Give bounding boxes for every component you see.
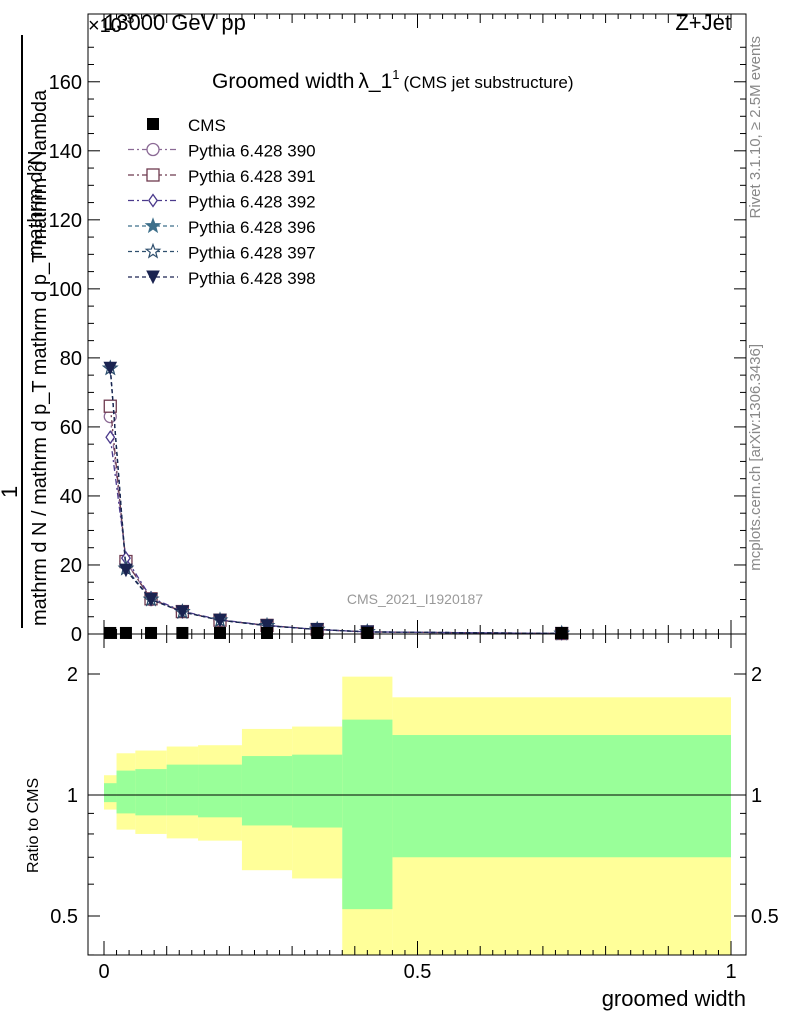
legend-marker bbox=[144, 217, 162, 234]
green-band bbox=[116, 770, 136, 814]
cms-point bbox=[213, 626, 226, 639]
ratio-ytick-label: 2 bbox=[67, 664, 78, 686]
series-point-5 bbox=[144, 592, 158, 607]
ytick-label: 80 bbox=[60, 348, 82, 370]
exponent-power: -3 bbox=[122, 10, 135, 26]
series-point-5 bbox=[119, 563, 133, 578]
mcplots-label: mcplots.cern.ch [arXiv:1306.3436] bbox=[747, 344, 764, 571]
legend-label: Pythia 6.428 398 bbox=[188, 269, 316, 288]
legend-label: Pythia 6.428 392 bbox=[188, 193, 316, 212]
legend-cms-label: CMS bbox=[188, 116, 226, 135]
cms-point bbox=[119, 626, 132, 639]
ylabel-denominator: mathrm d N / mathrm d p_T mathrm d p_T m… bbox=[29, 89, 51, 626]
cms-point bbox=[104, 626, 117, 639]
green-band bbox=[198, 764, 242, 818]
cms-point bbox=[261, 627, 274, 639]
ytick-label: 0 bbox=[71, 624, 82, 646]
ylabel-numerator: mathrm d²N bbox=[25, 150, 47, 256]
cms-point bbox=[361, 627, 374, 639]
series-point-2 bbox=[105, 430, 116, 445]
exponent-base: ×10 bbox=[88, 15, 122, 37]
legend-label: Pythia 6.428 396 bbox=[188, 218, 316, 237]
green-band bbox=[135, 769, 167, 816]
legend-marker bbox=[148, 193, 158, 208]
legend-cms-marker bbox=[147, 118, 159, 130]
series-line-0 bbox=[109, 416, 562, 635]
ratio-plot: 0.5 0.5 1 1 2 2 0 0.5 1 bbox=[50, 633, 779, 983]
xtick-label: 0.5 bbox=[404, 961, 432, 983]
ytick-label: 100 bbox=[49, 279, 82, 301]
series-point-5 bbox=[175, 605, 190, 620]
series-line-5 bbox=[109, 368, 562, 635]
main-ylabel: mathrm d²N 1 mathrm d N / mathrm d p_T m… bbox=[0, 35, 51, 628]
main-frame bbox=[87, 13, 747, 635]
ratio-ytick-label: 0.5 bbox=[50, 906, 78, 928]
ytick-label: 40 bbox=[60, 486, 82, 508]
ytick-label: 120 bbox=[49, 210, 82, 232]
legend-label: Pythia 6.428 390 bbox=[188, 142, 316, 161]
legend-marker bbox=[146, 168, 160, 182]
legend-marker bbox=[146, 270, 160, 285]
series-line-4 bbox=[109, 368, 562, 635]
ytick-label: 20 bbox=[60, 555, 82, 577]
cms-point bbox=[555, 627, 568, 639]
watermark: CMS_2021_I1920187 bbox=[347, 591, 483, 607]
title-text: Groomed width bbox=[212, 70, 354, 93]
ytick-label: 160 bbox=[49, 72, 82, 94]
ratio-ytick-label-right: 2 bbox=[751, 664, 762, 686]
legend-marker bbox=[144, 242, 162, 259]
ratio-ytick-label: 1 bbox=[67, 785, 78, 807]
legend: CMS Pythia 6.428 390 Pythia 6.428 391 Pythi… bbox=[128, 116, 316, 288]
green-band bbox=[166, 764, 199, 816]
series-line-1 bbox=[109, 406, 562, 635]
xaxis-label: groomed width bbox=[602, 986, 746, 1011]
ratio-ylabel: Ratio to CMS bbox=[25, 778, 42, 873]
main-plot: 0 20 40 60 80 100 120 140 160 bbox=[49, 13, 747, 646]
title-sup: 1 bbox=[392, 67, 399, 82]
cms-point bbox=[311, 627, 324, 639]
plot-title: Groomed width λ_11 (CMS jet substructure) bbox=[212, 67, 574, 93]
series-line-2 bbox=[109, 437, 562, 635]
green-band bbox=[292, 754, 343, 828]
ratio-ytick-label-right: 1 bbox=[751, 785, 762, 807]
ytick-label: 60 bbox=[60, 417, 82, 439]
green-band bbox=[342, 719, 393, 910]
series-point-5 bbox=[103, 361, 118, 376]
ylabel-one: 1 bbox=[0, 486, 22, 498]
rivet-label: Rivet 3.1.10, ≥ 2.5M events bbox=[747, 36, 764, 219]
title-symbol: λ_1 bbox=[358, 70, 392, 93]
series-line-3 bbox=[109, 368, 562, 635]
ratio-ytick-label-right: 0.5 bbox=[751, 906, 779, 928]
green-band bbox=[392, 735, 731, 858]
xtick-label: 1 bbox=[725, 961, 736, 983]
legend-label: Pythia 6.428 391 bbox=[188, 167, 316, 186]
series-point-5 bbox=[213, 613, 227, 628]
cms-point bbox=[145, 626, 158, 639]
legend-marker bbox=[146, 142, 160, 157]
legend-label: Pythia 6.428 397 bbox=[188, 244, 316, 263]
xtick-label: 0 bbox=[98, 961, 109, 983]
green-band bbox=[241, 756, 293, 826]
ytick-label: 140 bbox=[49, 141, 82, 163]
green-band bbox=[104, 783, 117, 803]
series-point-5 bbox=[260, 619, 274, 633]
title-sub: (CMS jet substructure) bbox=[404, 73, 574, 92]
series-point-1 bbox=[103, 399, 117, 413]
cms-point bbox=[176, 626, 189, 639]
